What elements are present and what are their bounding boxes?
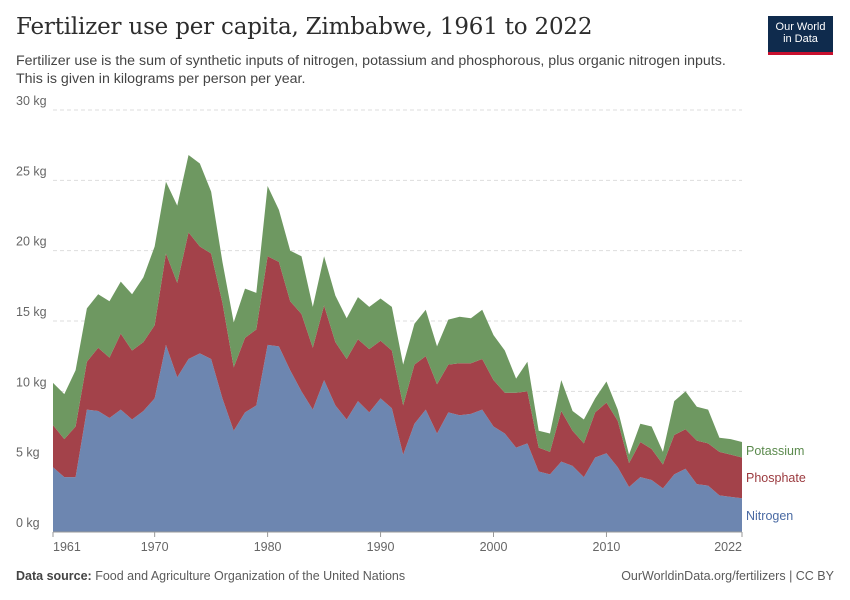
footer-url[interactable]: OurWorldinData.org/fertilizers | CC BY [621, 569, 834, 583]
y-tick-label: 5 kg [16, 446, 40, 460]
x-tick-label: 1990 [367, 540, 395, 554]
y-tick-label: 20 kg [16, 235, 47, 249]
y-tick-label: 10 kg [16, 375, 47, 389]
owid-logo[interactable]: Our World in Data [768, 16, 833, 55]
x-tick-label: 2022 [714, 540, 742, 554]
legend-label-potassium: Potassium [746, 444, 804, 458]
x-tick-label: 1980 [254, 540, 282, 554]
y-tick-label: 0 kg [16, 516, 40, 530]
logo-line-1: Our World [775, 21, 826, 33]
series-area-potassium [53, 155, 742, 465]
x-tick-label: 1970 [141, 540, 169, 554]
x-tick-label: 2000 [480, 540, 508, 554]
y-tick-label: 30 kg [16, 94, 47, 108]
chart-subtitle: Fertilizer use is the sum of synthetic i… [16, 53, 726, 87]
series-area-nitrogen [53, 344, 742, 532]
x-tick-label: 2010 [593, 540, 621, 554]
data-source-label: Data source: [16, 569, 92, 583]
data-source: Data source: Food and Agriculture Organi… [16, 569, 405, 583]
chart-area: 0 kg 5 kg 10 kg 15 kg 20 kg 25 kg 30 kg 1961 197… [16, 94, 806, 554]
y-tick-label: 15 kg [16, 305, 47, 319]
series-area-phosphate [53, 232, 742, 499]
y-tick-label: 25 kg [16, 164, 47, 178]
legend-label-nitrogen: Nitrogen [746, 509, 793, 523]
x-tick-label: 1961 [53, 540, 81, 554]
data-source-text: Food and Agriculture Organization of the… [95, 569, 406, 583]
chart-title: Fertilizer use per capita, Zimbabwe, 196… [16, 14, 593, 40]
legend-label-phosphate: Phosphate [746, 471, 806, 485]
logo-line-2: in Data [783, 33, 818, 45]
